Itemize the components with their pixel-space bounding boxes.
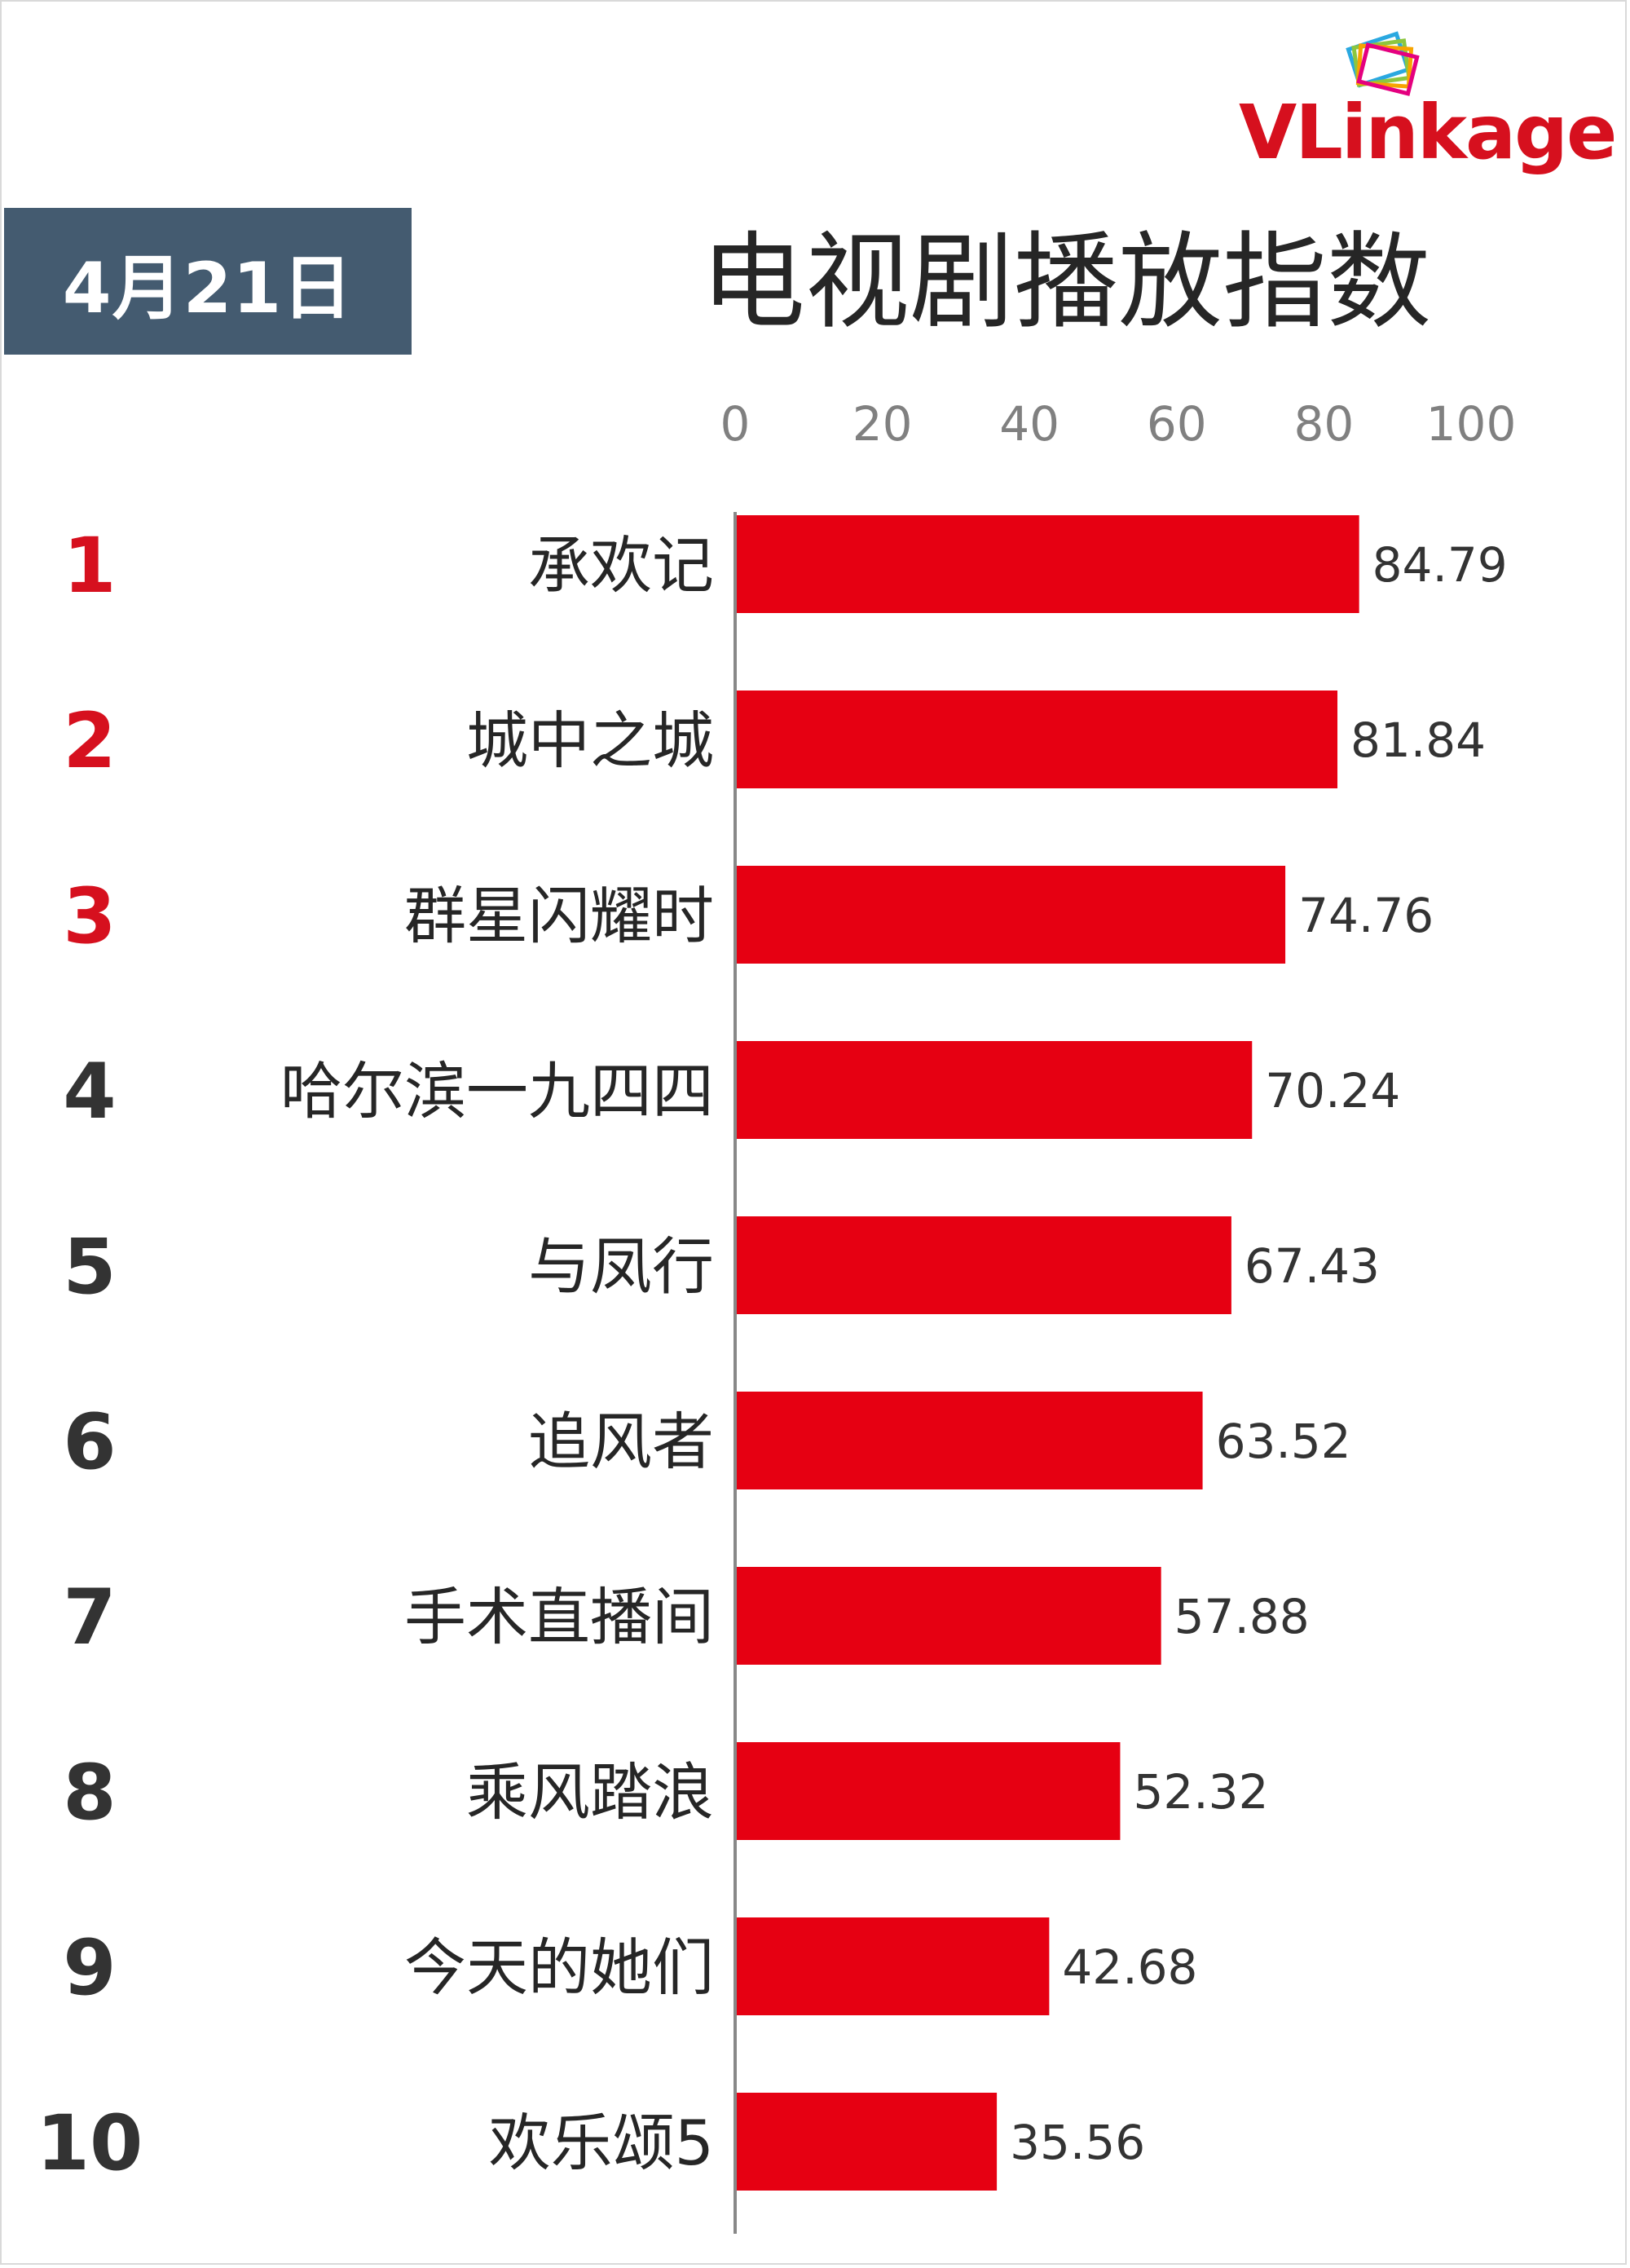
bar [735, 1216, 1231, 1314]
category-label: 欢乐颂5 [489, 2107, 714, 2179]
rank-number: 8 [63, 1749, 116, 1838]
rank-number: 9 [63, 1924, 116, 2013]
rank-number: 1 [63, 522, 116, 611]
chart-title: 电视剧播放指数 [701, 222, 1432, 343]
x-tick-label: 0 [720, 396, 751, 452]
rank-number: 6 [63, 1398, 116, 1487]
rank-number: 2 [63, 697, 116, 786]
category-label: 乘风踏浪 [466, 1756, 714, 1829]
data-label: 67.43 [1245, 1238, 1380, 1294]
bar [735, 1392, 1203, 1489]
logo-text: VLinkage [1239, 89, 1617, 176]
vlinkage-logo: VLinkage [1239, 24, 1622, 179]
category-label: 与凤行 [528, 1230, 714, 1303]
x-tick-label: 40 [999, 396, 1060, 452]
date-badge: 4月21日 [4, 208, 412, 355]
data-label: 42.68 [1062, 1939, 1197, 1995]
rank-number: 10 [37, 2099, 143, 2188]
bar [735, 515, 1359, 613]
bar [735, 1917, 1050, 2015]
data-label: 84.79 [1372, 537, 1508, 593]
x-tick-label: 80 [1293, 396, 1354, 452]
category-label: 手术直播间 [404, 1581, 714, 1653]
data-label: 63.52 [1216, 1414, 1351, 1469]
data-label: 74.76 [1298, 888, 1434, 943]
data-label: 52.32 [1133, 1764, 1268, 1820]
rank-number: 4 [63, 1048, 116, 1136]
rank-number: 5 [63, 1223, 116, 1312]
category-label: 承欢记 [528, 529, 714, 602]
rank-number: 3 [63, 872, 116, 961]
category-label: 哈尔滨一九四四 [280, 1055, 714, 1127]
category-label: 追风者 [528, 1405, 714, 1478]
logo-stack-icon [1346, 31, 1420, 96]
category-label: 城中之城 [466, 704, 714, 777]
x-tick-label: 60 [1147, 396, 1207, 452]
rank-number: 7 [63, 1573, 116, 1662]
data-label: 35.56 [1010, 2115, 1145, 2170]
bar [735, 1041, 1253, 1139]
x-tick-label: 100 [1426, 396, 1517, 452]
x-tick-label: 20 [852, 396, 913, 452]
bar [735, 1567, 1161, 1665]
data-label: 57.88 [1174, 1589, 1310, 1644]
bar [735, 691, 1338, 788]
category-label: 今天的她们 [404, 1931, 714, 2004]
category-label: 群星闪耀时 [404, 880, 714, 952]
bar [735, 1742, 1121, 1840]
date-text: 4月21日 [62, 247, 354, 329]
data-label: 70.24 [1265, 1063, 1400, 1119]
bar [735, 866, 1286, 964]
bar [735, 2093, 998, 2191]
data-label: 81.84 [1350, 713, 1486, 768]
